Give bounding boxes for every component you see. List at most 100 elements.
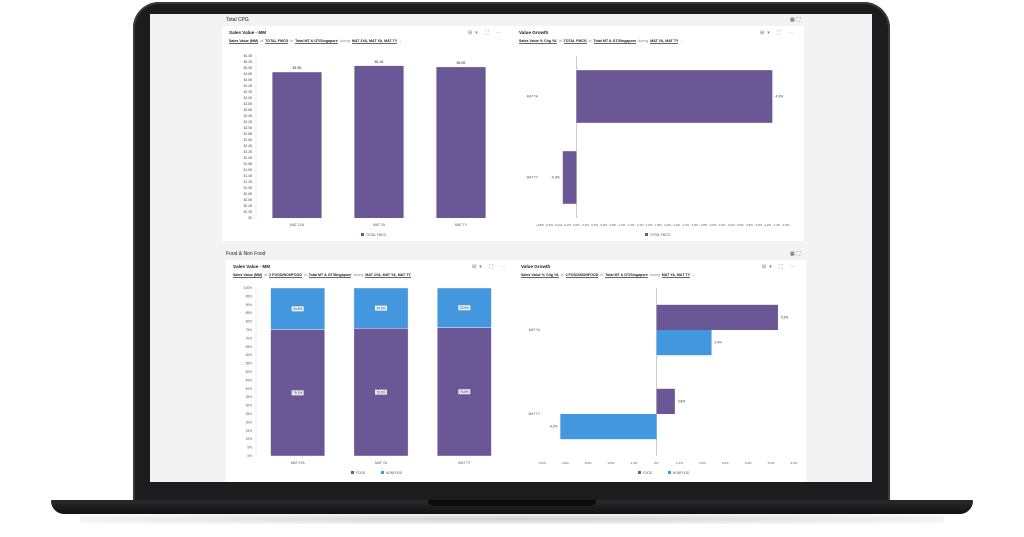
laptop-screen: Total CPG ▦⛶ Sales Value - MM ⊞▾ ⛶ ⋯ Sal… xyxy=(150,14,872,482)
y-tick-label: 15% xyxy=(246,429,253,433)
x-tick-label: -3.0% xyxy=(584,461,592,465)
filter-caret-icon[interactable]: ⌄ xyxy=(412,273,416,277)
legend-swatch xyxy=(638,471,641,474)
data-label: 75.2% xyxy=(293,391,302,395)
filter-text-of: of xyxy=(558,39,562,43)
legend-label: TOTAL FMCG xyxy=(366,233,387,237)
x-tick-label: MAT TY xyxy=(458,461,471,465)
legend-label: TOTAL FMCG xyxy=(650,233,671,237)
period-filter[interactable]: MAT YA, MAT TY xyxy=(661,273,691,278)
product-filter[interactable]: TOTAL FMCG xyxy=(563,39,587,44)
y-tick-label: $3.8B xyxy=(244,102,252,106)
panel-tools[interactable]: ⊞▾ ⛶ ⋯ xyxy=(468,30,504,36)
bar-mat-ty xyxy=(436,67,486,218)
y-tick-label: MAT YA xyxy=(527,95,539,99)
y-tick-label: $0.8B xyxy=(244,192,252,196)
filter-text-in: in xyxy=(600,273,604,277)
filter-caret-icon[interactable]: ⌄ xyxy=(680,39,684,43)
x-tick-label: 6.0% xyxy=(791,461,798,465)
product-filter[interactable]: TOTAL FMCG xyxy=(265,39,289,44)
market-filter[interactable]: Total MT & GT/Singapore xyxy=(295,39,338,44)
data-label: $4.9B xyxy=(293,66,303,70)
y-tick-label: $3.6B xyxy=(244,108,252,112)
y-tick-label: MAT YA xyxy=(529,328,541,332)
measure-filter[interactable]: Sales Value % Chg YA xyxy=(521,273,559,278)
panel-title: Sales Value - MM xyxy=(229,30,267,35)
filter-text-during: during xyxy=(353,273,364,277)
x-tick-label: 1.2% xyxy=(628,223,635,227)
data-label: 76.5% xyxy=(460,390,469,394)
x-tick-label: 2.2% xyxy=(673,223,680,227)
panel-tools[interactable]: ⊞▾ ⛶ ⋯ xyxy=(762,264,798,270)
measure-filter[interactable]: Sales Value (MM) xyxy=(233,273,263,278)
x-tick-label: 4.6% xyxy=(783,223,790,227)
market-filter[interactable]: Total MT & GT/Singapore xyxy=(605,273,648,278)
x-tick-label: MAT 2YA xyxy=(290,223,305,227)
y-tick-label: $2.2B xyxy=(244,150,252,154)
filter-text-in: in xyxy=(588,39,592,43)
legend-swatch xyxy=(668,471,671,474)
x-tick-label: 1.6% xyxy=(646,223,653,227)
x-tick-label: 2.0% xyxy=(664,223,671,227)
y-tick-label: 25% xyxy=(246,412,253,416)
y-tick-label: $2.0B xyxy=(244,156,252,160)
data-label-bg xyxy=(458,305,471,311)
product-filter[interactable]: 2 FOOD/NONFOOD xyxy=(269,273,302,278)
legend-swatch xyxy=(351,471,354,474)
panel-tools[interactable]: ⊞▾ ⛶ ⋯ xyxy=(760,30,796,36)
filter-text-during: during xyxy=(339,39,350,43)
section-tools[interactable]: ▦⛶ xyxy=(790,17,802,23)
y-tick-label: $5.4B xyxy=(244,54,252,58)
data-label: -0.3% xyxy=(551,176,560,180)
period-filter[interactable]: MAT YA, MAT TY xyxy=(650,39,679,44)
period-filter[interactable]: MAT 2YA, MAT YA, MAT TY xyxy=(351,39,398,44)
panel-tools[interactable]: ⊞▾ ⛶ ⋯ xyxy=(472,264,508,270)
panel-title: Sales Value - MM xyxy=(233,264,271,269)
data-label: 23.5% xyxy=(460,306,469,310)
y-tick-label: 80% xyxy=(246,320,253,324)
x-tick-label: 2.4% xyxy=(682,223,689,227)
x-tick-label: 2.6% xyxy=(691,223,698,227)
value-growth-panel-top: Value Growth ⊞▾ ⛶ ⋯ Sales Value % Chg YA… xyxy=(512,26,804,241)
market-filter[interactable]: Total MT & GT/Singapore xyxy=(308,273,352,278)
filter-text-during: during xyxy=(649,273,660,277)
x-tick-label: 3.6% xyxy=(737,223,744,227)
y-tick-label: $1.4B xyxy=(244,174,252,178)
bar-food xyxy=(656,388,675,414)
x-tick-label: -0.4% xyxy=(554,223,562,227)
y-tick-label: $3.4B xyxy=(244,114,252,118)
period-filter[interactable]: MAT 2YA, MAT YA, MAT TY xyxy=(365,273,411,278)
food-nonfood-growth-chart: -5.0% -4.0% -3.0% -2.0% -1.0% 0% 1.0% 2.0% 3.0% 4… xyxy=(529,288,798,475)
data-label-bg xyxy=(291,306,304,312)
data-label: 76.0% xyxy=(376,390,385,394)
measure-filter[interactable]: Sales Value (MM) xyxy=(229,39,259,44)
y-tick-label: 10% xyxy=(246,437,253,441)
y-tick-label: 0% xyxy=(247,454,252,458)
expand-icon[interactable]: ⛶ xyxy=(796,251,803,257)
market-filter[interactable]: Total MT & GT/Singapore xyxy=(593,39,637,44)
x-tick-label: -0.8% xyxy=(536,223,544,227)
filter-caret-icon[interactable]: ⌄ xyxy=(692,273,696,277)
x-tick-label: -0.6% xyxy=(545,223,553,227)
filter-bar: Sales Value % Chg YA of 2 FOOD/NONFOOD in To… xyxy=(521,273,697,278)
grid-icon[interactable]: ▦ xyxy=(790,251,797,257)
x-tick-label: 0.0% xyxy=(573,223,580,227)
filter-caret-icon[interactable]: ⌄ xyxy=(399,39,403,43)
section-tools[interactable]: ▦⛶ xyxy=(790,251,802,257)
y-tick-label: $2.4B xyxy=(244,144,252,148)
grid-icon[interactable]: ▦ xyxy=(790,17,797,23)
x-tick-label: 2.8% xyxy=(701,223,708,227)
data-label: 0.8% xyxy=(678,399,685,403)
y-tick-label: 45% xyxy=(246,378,253,382)
value-growth-bar-chart: -0.8% -0.6% -0.4% -0.2% 0.0% 0.2% 0.4% 0.6% 0.8%… xyxy=(527,56,790,237)
measure-filter[interactable]: Sales Value % Chg YA xyxy=(519,39,557,44)
x-tick-label: -2.0% xyxy=(607,461,615,465)
data-label: 2.4% xyxy=(715,341,722,345)
data-label: $5.0B xyxy=(457,61,467,65)
product-filter[interactable]: 2 FOOD/NONFOOD xyxy=(565,273,599,278)
x-tick-label: 4.4% xyxy=(773,223,780,227)
expand-icon[interactable]: ⛶ xyxy=(796,17,803,23)
sales-value-panel-top: Sales Value - MM ⊞▾ ⛶ ⋯ Sales Value (MM)… xyxy=(222,26,512,241)
x-tick-label: 3.2% xyxy=(719,223,726,227)
y-tick-label: $4.4B xyxy=(244,84,252,88)
